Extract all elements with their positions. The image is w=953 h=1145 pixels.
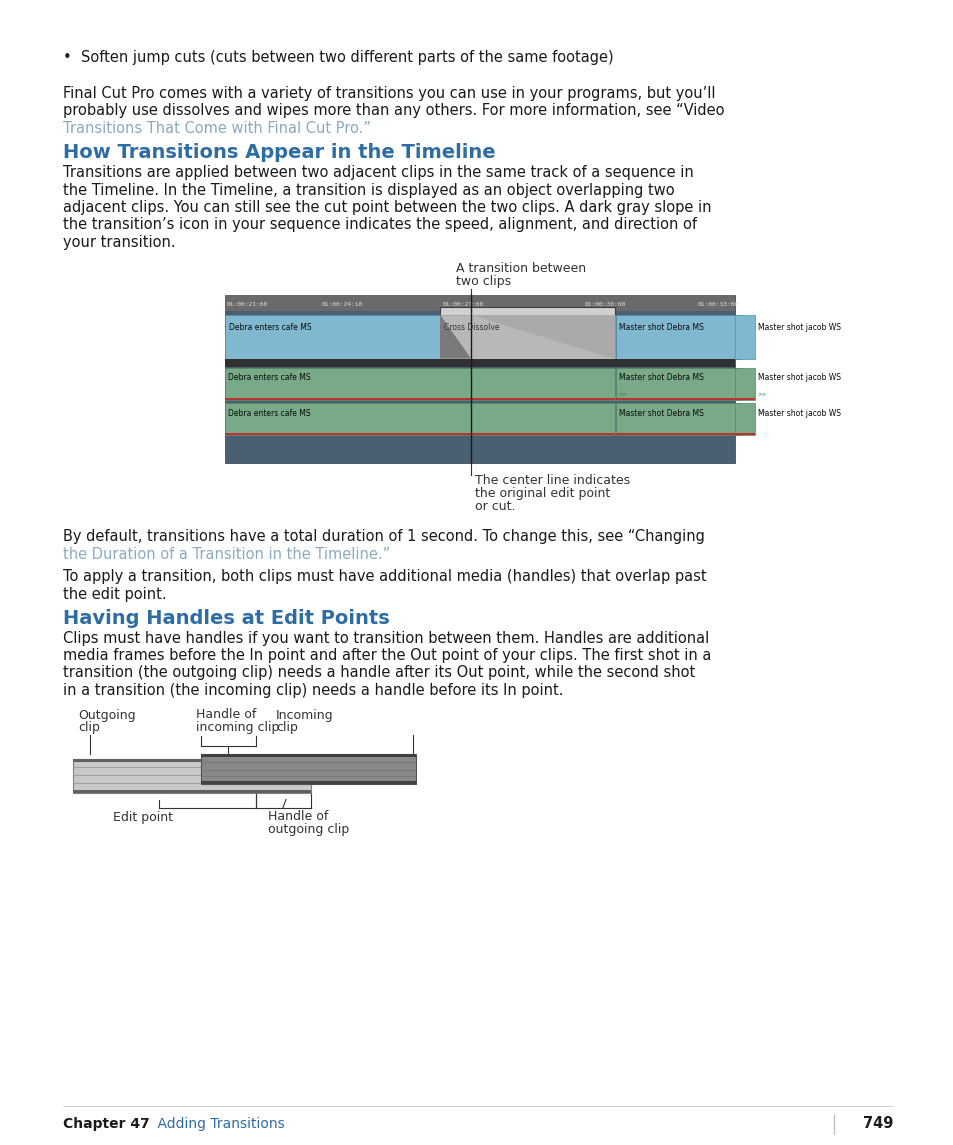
Bar [225, 397, 615, 400]
Text: media frames before the In point and after the Out point of your clips. The firs: media frames before the In point and aft… [63, 648, 711, 663]
Text: the edit point.: the edit point. [63, 586, 167, 601]
Bar [734, 368, 754, 400]
Text: 01:00:30:00: 01:00:30:00 [584, 302, 625, 307]
Bar [616, 368, 740, 400]
Text: Outgoing: Outgoing [78, 709, 135, 721]
Text: the Timeline. In the Timeline, a transition is displayed as an object overlappin: the Timeline. In the Timeline, a transit… [63, 182, 674, 197]
Bar [616, 403, 740, 434]
Text: adjacent clips. You can still see the cut point between the two clips. A dark gr: adjacent clips. You can still see the cu… [63, 200, 711, 215]
Text: Master shot Debra MS: Master shot Debra MS [618, 373, 703, 382]
Bar [225, 433, 615, 434]
Bar [225, 294, 734, 310]
Bar [734, 433, 754, 434]
Text: clip: clip [275, 721, 297, 734]
Text: 01:00:24:10: 01:00:24:10 [322, 302, 363, 307]
Bar [225, 294, 734, 463]
Text: Master shot Debra MS: Master shot Debra MS [618, 323, 703, 332]
Text: your transition.: your transition. [63, 235, 175, 250]
Text: 01:00:27:00: 01:00:27:00 [442, 302, 484, 307]
Text: in a transition (the incoming clip) needs a handle before its In point.: in a transition (the incoming clip) need… [63, 684, 563, 698]
Bar [734, 315, 754, 358]
Text: Master shot jacob WS: Master shot jacob WS [758, 409, 841, 418]
Bar [225, 315, 439, 358]
Bar [73, 758, 311, 761]
Bar [616, 397, 740, 400]
Text: incoming clip: incoming clip [195, 721, 279, 734]
Text: clip: clip [78, 721, 100, 734]
Text: Having Handles at Edit Points: Having Handles at Edit Points [63, 608, 390, 627]
Bar [225, 358, 734, 366]
Text: the transition’s icon in your sequence indicates the speed, alignment, and direc: the transition’s icon in your sequence i… [63, 218, 697, 232]
Text: How Transitions Appear in the Timeline: How Transitions Appear in the Timeline [63, 143, 496, 161]
Text: Handle of: Handle of [195, 709, 256, 721]
Text: •  Soften jump cuts (cuts between two different parts of the same footage): • Soften jump cuts (cuts between two dif… [63, 50, 613, 65]
Text: Clips must have handles if you want to transition between them. Handles are addi: Clips must have handles if you want to t… [63, 631, 708, 646]
Text: 01:00:33:00: 01:00:33:00 [698, 302, 739, 307]
Bar [225, 403, 615, 434]
Text: To apply a transition, both clips must have additional media (handles) that over: To apply a transition, both clips must h… [63, 569, 706, 584]
Bar [734, 403, 754, 434]
Text: >>: >> [618, 392, 626, 396]
Text: Master shot jacob WS: Master shot jacob WS [758, 323, 841, 332]
Text: probably use dissolves and wipes more than any others. For more information, see: probably use dissolves and wipes more th… [63, 103, 723, 118]
Text: Cross Dissolve: Cross Dissolve [443, 323, 499, 332]
Text: Transitions That Come with Final Cut Pro.”: Transitions That Come with Final Cut Pro… [63, 121, 371, 136]
Text: Chapter 47: Chapter 47 [63, 1118, 150, 1131]
Text: Edit point: Edit point [112, 811, 172, 823]
Text: 749: 749 [862, 1116, 892, 1131]
Text: the original edit point: the original edit point [475, 488, 610, 500]
Text: Transitions are applied between two adjacent clips in the same track of a sequen: Transitions are applied between two adja… [63, 165, 693, 180]
Polygon shape [471, 315, 615, 358]
Bar [439, 307, 615, 331]
Text: Debra enters cafe MS: Debra enters cafe MS [228, 409, 311, 418]
Text: Master shot Debra MS: Master shot Debra MS [618, 409, 703, 418]
Text: By default, transitions have a total duration of 1 second. To change this, see “: By default, transitions have a total dur… [63, 529, 704, 545]
Text: outgoing clip: outgoing clip [268, 823, 349, 837]
Bar [225, 368, 615, 400]
Bar [616, 433, 740, 434]
Bar [73, 790, 311, 792]
Text: A transition between: A transition between [456, 262, 585, 276]
Bar [616, 315, 741, 358]
Text: >>: >> [757, 410, 765, 414]
Bar [734, 397, 754, 400]
Text: Master shot jacob WS: Master shot jacob WS [758, 373, 841, 382]
Text: transition (the outgoing clip) needs a handle after its Out point, while the sec: transition (the outgoing clip) needs a h… [63, 665, 695, 680]
Bar [201, 753, 416, 783]
Text: or cut.: or cut. [475, 500, 515, 513]
Polygon shape [439, 315, 471, 358]
Text: 01:00:21:00: 01:00:21:00 [227, 302, 268, 307]
Text: Debra enters cafe MS: Debra enters cafe MS [229, 323, 312, 332]
Bar [201, 781, 416, 783]
Bar [225, 295, 734, 299]
Bar [439, 315, 615, 358]
Text: >>: >> [757, 392, 765, 396]
Bar [201, 753, 416, 757]
Text: Adding Transitions: Adding Transitions [140, 1118, 284, 1131]
Text: the Duration of a Transition in the Timeline.”: the Duration of a Transition in the Time… [63, 547, 390, 562]
Text: Incoming: Incoming [275, 709, 334, 721]
Text: The center line indicates: The center line indicates [475, 474, 630, 488]
Bar [73, 758, 311, 792]
Text: two clips: two clips [456, 276, 511, 289]
Text: >>: >> [618, 410, 626, 414]
Text: Handle of: Handle of [268, 811, 328, 823]
Text: Final Cut Pro comes with a variety of transitions you can use in your programs, : Final Cut Pro comes with a variety of tr… [63, 86, 715, 101]
Text: Debra enters cafe MS: Debra enters cafe MS [228, 373, 311, 382]
